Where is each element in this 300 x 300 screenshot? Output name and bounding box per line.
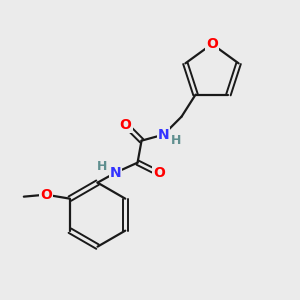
Text: H: H: [171, 134, 182, 147]
Text: O: O: [154, 166, 166, 180]
Text: H: H: [98, 160, 108, 173]
Text: O: O: [40, 188, 52, 202]
Text: N: N: [110, 166, 122, 180]
Text: O: O: [120, 118, 131, 132]
Text: O: O: [206, 37, 218, 51]
Text: N: N: [158, 128, 170, 142]
